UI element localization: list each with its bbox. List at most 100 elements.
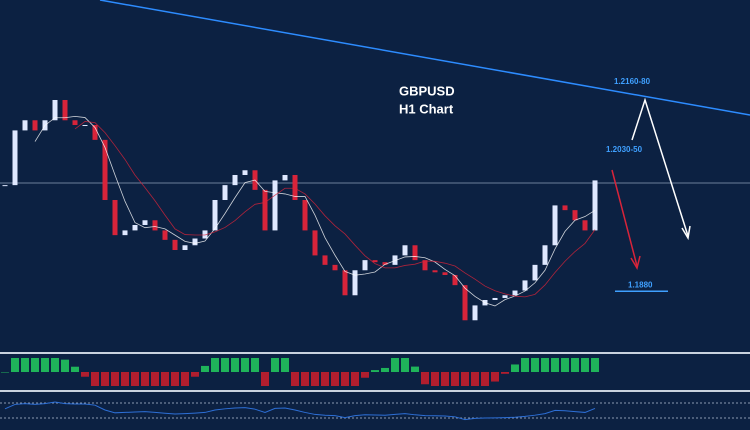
histogram-bar xyxy=(221,358,229,372)
histogram-bar xyxy=(491,372,499,382)
histogram-bar xyxy=(311,372,319,386)
candle xyxy=(532,264,538,281)
candle xyxy=(462,285,468,321)
candle xyxy=(382,262,388,265)
candle xyxy=(372,260,378,263)
candle xyxy=(562,205,568,211)
histogram-bar xyxy=(441,372,449,386)
arrow-head xyxy=(681,225,691,241)
candle xyxy=(232,175,238,186)
candle xyxy=(222,185,228,200)
histogram-bar xyxy=(401,358,409,372)
histogram-bar xyxy=(61,359,69,372)
candle xyxy=(442,272,448,275)
histogram-bar xyxy=(81,372,89,377)
histogram-bar xyxy=(541,358,549,372)
candle xyxy=(312,230,318,256)
moving-average xyxy=(74,121,596,298)
candle xyxy=(352,270,358,296)
candle xyxy=(162,230,168,240)
candle xyxy=(32,120,38,131)
candle xyxy=(392,255,398,265)
trend-line xyxy=(99,0,750,116)
candle xyxy=(242,170,248,175)
histogram-bar xyxy=(321,372,329,386)
histogram-bar xyxy=(21,358,29,372)
histogram-bar xyxy=(131,372,139,386)
candle xyxy=(582,220,588,231)
candle xyxy=(412,245,418,261)
histogram-bar xyxy=(111,372,119,386)
histogram-bar xyxy=(41,358,49,372)
candle xyxy=(52,100,58,121)
histogram-bar xyxy=(291,372,299,386)
candle xyxy=(332,264,338,271)
histogram-bar xyxy=(201,365,209,372)
candle xyxy=(552,205,558,246)
candle xyxy=(322,255,328,265)
histogram-bar xyxy=(461,372,469,386)
candle xyxy=(72,120,78,125)
histogram-bar xyxy=(561,358,569,372)
scenario-arrow xyxy=(611,169,638,267)
histogram-bar xyxy=(151,372,159,386)
candle xyxy=(402,245,408,256)
candle xyxy=(492,297,498,300)
histogram-bar xyxy=(391,358,399,372)
histogram-bar xyxy=(351,372,359,386)
candle xyxy=(92,125,98,140)
candle xyxy=(512,290,518,296)
candle xyxy=(82,125,88,126)
histogram-bar xyxy=(501,372,509,374)
candle xyxy=(112,200,118,236)
candle xyxy=(22,120,28,131)
candle xyxy=(212,200,218,231)
candle xyxy=(122,230,128,236)
histogram-bar xyxy=(1,372,9,373)
histogram-bar xyxy=(281,358,289,372)
histogram-bar xyxy=(411,366,419,372)
histogram-bar xyxy=(531,358,539,372)
histogram-bar xyxy=(341,372,349,386)
histogram-bar xyxy=(231,358,239,372)
histogram-bar xyxy=(361,372,369,378)
scenario-arrow xyxy=(631,97,689,237)
candle xyxy=(472,305,478,321)
candle xyxy=(502,295,508,298)
histogram-bar xyxy=(421,372,429,385)
histogram-bar xyxy=(271,358,279,372)
histogram-bar xyxy=(11,358,19,372)
candle xyxy=(262,189,268,231)
candle xyxy=(422,260,428,271)
histogram-bar xyxy=(591,358,599,372)
histogram-bar xyxy=(91,372,99,386)
histogram-bar xyxy=(521,358,529,372)
histogram-bar xyxy=(251,358,259,372)
histogram-bar xyxy=(261,372,269,386)
candle xyxy=(152,220,158,231)
candle xyxy=(572,210,578,221)
histogram-bar xyxy=(181,372,189,386)
candle xyxy=(292,175,298,200)
histogram-bar xyxy=(581,358,589,372)
candle xyxy=(272,180,278,231)
histogram-bar xyxy=(161,372,169,386)
histogram-bar xyxy=(101,372,109,386)
histogram-bar xyxy=(121,372,129,386)
histogram-bar xyxy=(371,370,379,372)
histogram-bar xyxy=(471,372,479,386)
moving-average xyxy=(34,115,596,307)
candle xyxy=(172,239,178,250)
histogram-bar xyxy=(301,372,309,386)
candle xyxy=(142,220,148,225)
level-label: 1.1880 xyxy=(628,280,653,289)
candle xyxy=(12,130,18,186)
candle xyxy=(542,245,548,265)
histogram-bar xyxy=(71,366,79,372)
candle xyxy=(62,100,68,121)
oscillator-line xyxy=(4,401,596,421)
histogram-bar xyxy=(451,372,459,386)
chart-title: GBPUSD xyxy=(399,83,455,98)
